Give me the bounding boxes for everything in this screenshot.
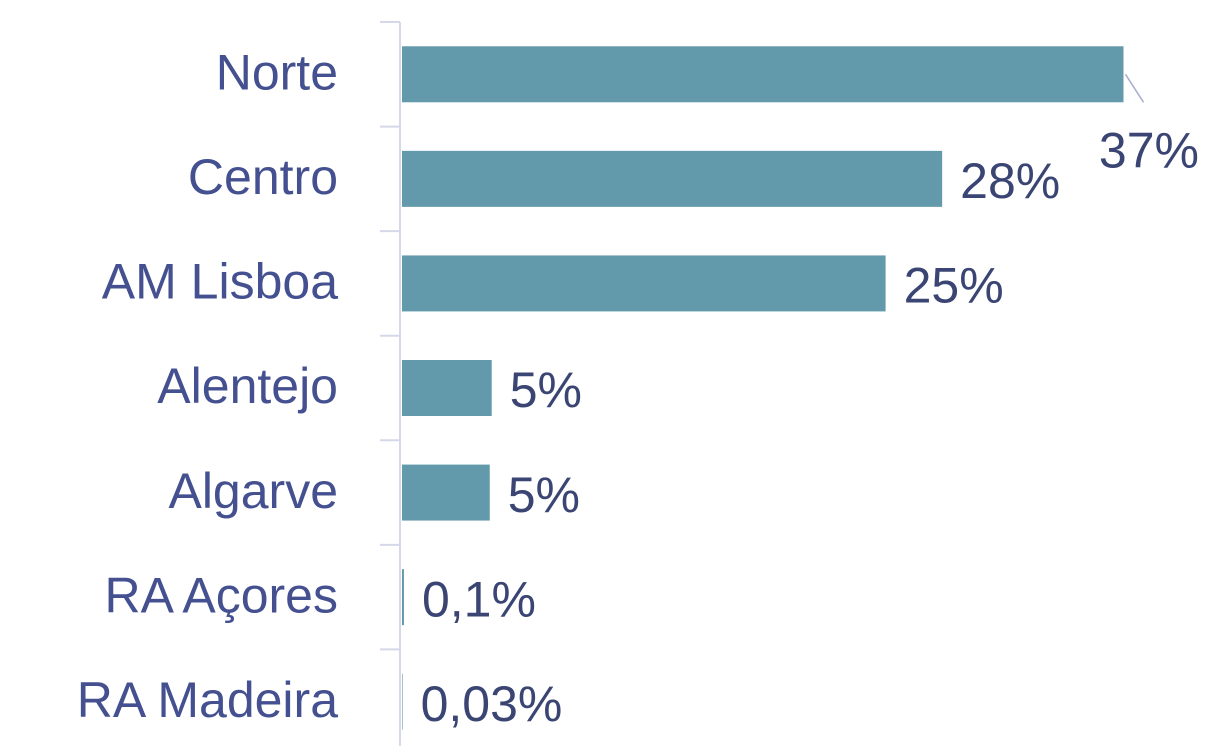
data-label: 5%	[510, 362, 582, 418]
data-label: 25%	[904, 258, 1004, 314]
category-label: RA Açores	[105, 567, 338, 623]
data-label: 0,03%	[421, 676, 563, 732]
category-label: AM Lisboa	[102, 254, 338, 310]
data-label: 28%	[960, 153, 1060, 209]
category-label: Norte	[216, 44, 338, 100]
category-label: Algarve	[168, 463, 338, 519]
bar	[402, 255, 886, 312]
bar	[402, 150, 943, 207]
data-label: 5%	[508, 467, 580, 523]
category-label: Alentejo	[157, 358, 338, 414]
bar	[402, 569, 404, 626]
bar	[402, 360, 492, 416]
bar	[402, 46, 1124, 103]
leader-line	[1124, 73, 1145, 103]
category-label: Centro	[188, 149, 338, 205]
bar	[402, 464, 490, 521]
data-label: 37%	[1099, 122, 1199, 178]
data-label: 0,1%	[422, 571, 536, 627]
bar	[402, 673, 403, 730]
category-label: RA Madeira	[77, 672, 338, 728]
